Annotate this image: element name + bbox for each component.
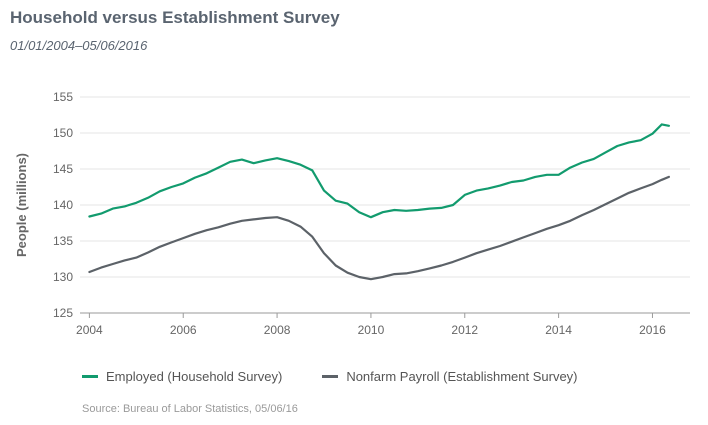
legend-swatch-establishment (322, 375, 339, 378)
x-tick-label-2010: 2010 (358, 323, 385, 337)
y-tick-label-130: 130 (53, 270, 73, 284)
x-tick-label-2006: 2006 (170, 323, 197, 337)
series-line-establishment[interactable] (88, 175, 670, 281)
chart-legend: Employed (Household Survey) Nonfarm Payr… (82, 369, 578, 384)
x-tick-label-2004: 2004 (76, 323, 103, 337)
y-tick-label-140: 140 (53, 198, 73, 212)
x-tick-label-2012: 2012 (451, 323, 478, 337)
legend-item-establishment[interactable]: Nonfarm Payroll (Establishment Survey) (322, 369, 578, 384)
chart-subtitle: 01/01/2004–05/06/2016 (10, 38, 148, 53)
x-tick-label-2008: 2008 (264, 323, 291, 337)
y-axis-title: People (millions) (14, 153, 29, 257)
chart-title: Household versus Establishment Survey (10, 8, 340, 27)
y-tick-label-150: 150 (53, 126, 73, 140)
y-tick-label-135: 135 (53, 234, 73, 248)
y-tick-label-155: 155 (53, 90, 73, 104)
y-tick-label-125: 125 (53, 306, 73, 320)
y-tick-label-145: 145 (53, 162, 73, 176)
source-note: Source: Bureau of Labor Statistics, 05/0… (82, 403, 298, 415)
legend-label-establishment: Nonfarm Payroll (Establishment Survey) (346, 369, 578, 384)
legend-swatch-household (82, 375, 98, 378)
legend-label-household: Employed (Household Survey) (106, 369, 283, 384)
x-tick-label-2016: 2016 (639, 323, 666, 337)
legend-item-household[interactable]: Employed (Household Survey) (82, 369, 282, 384)
x-tick-label-2014: 2014 (545, 323, 572, 337)
series-line-household[interactable] (88, 123, 670, 219)
